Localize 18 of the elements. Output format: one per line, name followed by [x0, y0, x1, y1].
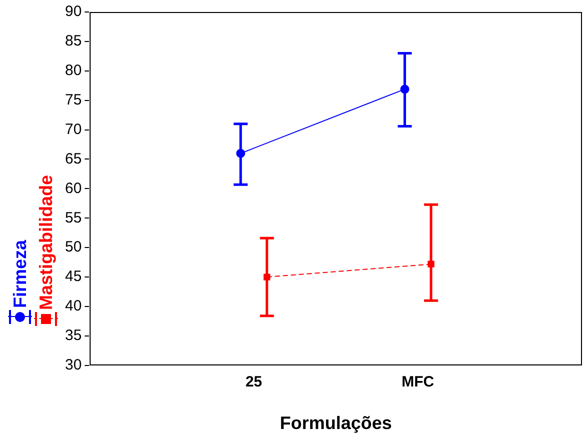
y-tick-label: 75 [64, 91, 82, 108]
y-tick-label: 35 [64, 327, 82, 344]
y-tick-label: 50 [64, 238, 82, 256]
x-tick-label: 25 [245, 374, 262, 391]
y-tick-label: 90 [64, 3, 82, 20]
y-tick-label: 60 [64, 180, 82, 197]
y-tick-label: 45 [64, 268, 82, 286]
y-tick-label: 80 [64, 62, 82, 80]
y-tick-label: 70 [64, 120, 82, 138]
y-tick-label: 40 [64, 298, 82, 315]
y-tick-label: 30 [64, 356, 82, 374]
y-tick-label: 85 [64, 32, 82, 50]
text: Mastigabilidade [36, 175, 56, 310]
text: Firmeza [10, 240, 30, 308]
x-tick-label: MFC [402, 374, 434, 391]
y-tick-label: 55 [64, 209, 82, 226]
y-tick-label: 65 [64, 150, 82, 168]
x-axis-title: Formulações [280, 413, 392, 434]
